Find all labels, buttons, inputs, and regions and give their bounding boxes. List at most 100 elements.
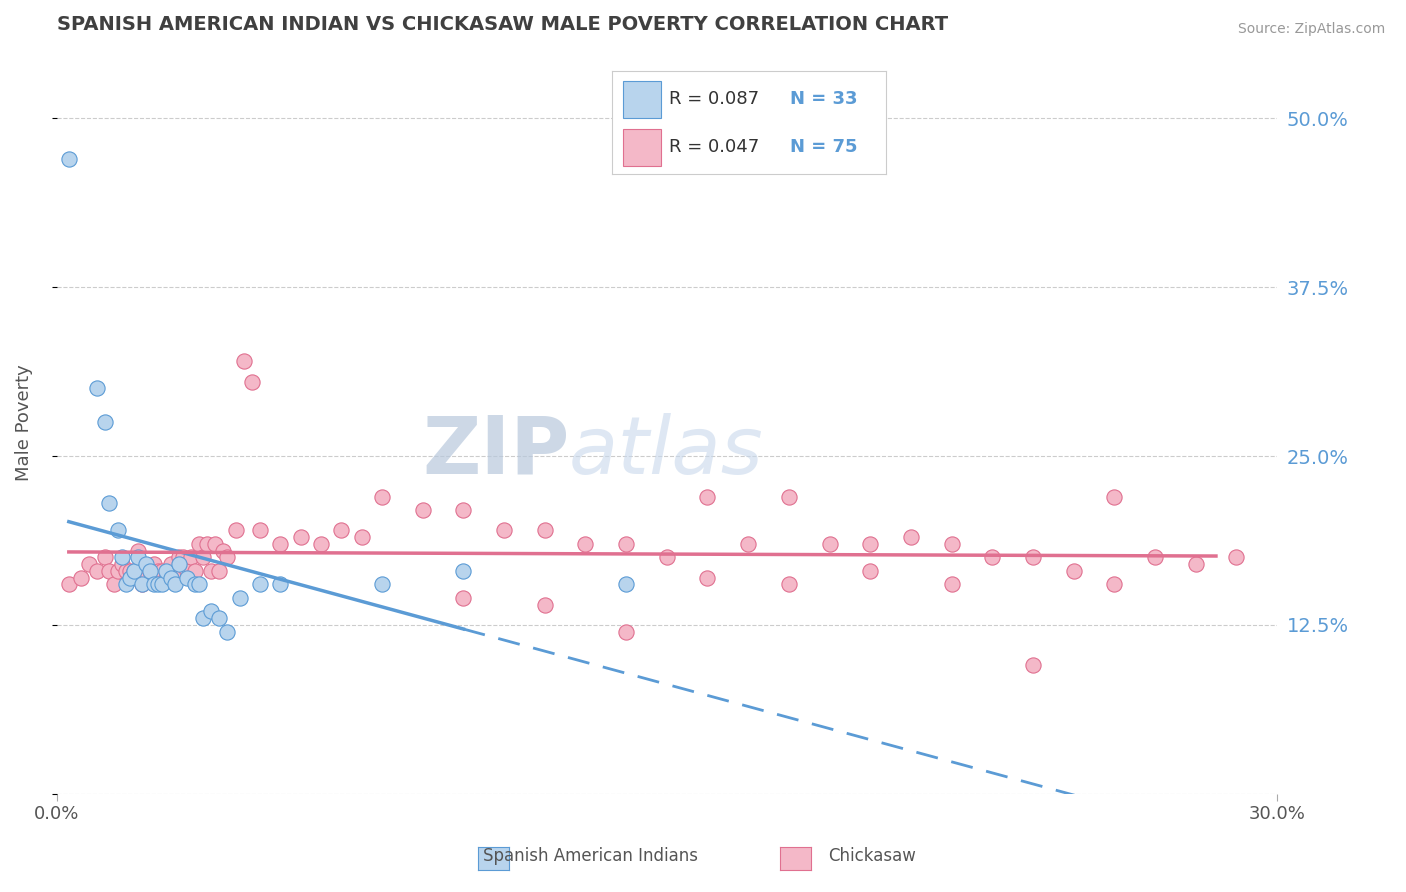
Point: [184, 564, 207, 578]
Point: [139, 564, 162, 578]
Text: ZIP: ZIP: [422, 413, 569, 491]
Point: [148, 577, 170, 591]
Text: N = 33: N = 33: [790, 90, 858, 108]
Point: [172, 550, 194, 565]
Point: [1022, 550, 1045, 565]
Point: [159, 571, 181, 585]
Point: [941, 577, 963, 591]
Point: [143, 557, 166, 571]
Point: [98, 564, 121, 578]
Point: [614, 624, 637, 639]
Point: [1022, 658, 1045, 673]
Bar: [623, 128, 661, 166]
Text: Source: ZipAtlas.com: Source: ZipAtlas.com: [1237, 22, 1385, 37]
Point: [981, 550, 1004, 565]
Point: [111, 557, 134, 571]
Point: [167, 557, 190, 571]
Point: [859, 537, 882, 551]
Point: [70, 571, 93, 585]
Point: [131, 577, 153, 591]
Point: [1184, 557, 1206, 571]
Point: [269, 537, 291, 551]
Point: [98, 496, 121, 510]
Point: [1104, 577, 1126, 591]
Point: [1104, 490, 1126, 504]
Point: [150, 577, 173, 591]
Point: [1143, 550, 1166, 565]
Point: [188, 537, 211, 551]
Text: R = 0.087: R = 0.087: [669, 90, 759, 108]
Point: [155, 571, 177, 585]
Point: [188, 577, 211, 591]
Point: [184, 577, 207, 591]
Point: [111, 550, 134, 565]
Point: [195, 537, 218, 551]
Point: [249, 577, 271, 591]
Point: [127, 550, 149, 565]
Point: [180, 550, 202, 565]
Point: [176, 564, 198, 578]
Point: [240, 375, 263, 389]
Point: [778, 490, 800, 504]
Point: [77, 557, 100, 571]
Point: [208, 611, 231, 625]
Point: [107, 524, 129, 538]
Text: Spanish American Indians: Spanish American Indians: [484, 847, 697, 865]
Point: [200, 564, 222, 578]
Point: [453, 503, 475, 517]
Text: N = 75: N = 75: [790, 138, 858, 156]
Point: [1225, 550, 1247, 565]
Point: [94, 415, 117, 429]
Point: [655, 550, 678, 565]
Bar: [623, 80, 661, 118]
Point: [139, 564, 162, 578]
Point: [135, 564, 157, 578]
Point: [494, 524, 516, 538]
Text: atlas: atlas: [569, 413, 763, 491]
Y-axis label: Male Poverty: Male Poverty: [15, 364, 32, 481]
Point: [330, 524, 353, 538]
Text: R = 0.047: R = 0.047: [669, 138, 759, 156]
Point: [148, 564, 170, 578]
Point: [350, 530, 373, 544]
Point: [159, 557, 181, 571]
Point: [58, 152, 80, 166]
Point: [191, 611, 214, 625]
Point: [127, 543, 149, 558]
Point: [86, 564, 108, 578]
Point: [900, 530, 922, 544]
Point: [269, 577, 291, 591]
Point: [290, 530, 312, 544]
Point: [143, 577, 166, 591]
Point: [217, 550, 239, 565]
Point: [309, 537, 332, 551]
Point: [614, 577, 637, 591]
Point: [778, 577, 800, 591]
Point: [614, 537, 637, 551]
Point: [86, 382, 108, 396]
Point: [859, 564, 882, 578]
Point: [533, 524, 555, 538]
Point: [118, 564, 141, 578]
Point: [696, 490, 718, 504]
Point: [58, 577, 80, 591]
Point: [103, 577, 125, 591]
Point: [163, 571, 186, 585]
Point: [107, 564, 129, 578]
Point: [737, 537, 759, 551]
Point: [208, 564, 231, 578]
Point: [135, 557, 157, 571]
Point: [150, 564, 173, 578]
Point: [118, 571, 141, 585]
Point: [1063, 564, 1085, 578]
Point: [574, 537, 596, 551]
Point: [412, 503, 434, 517]
Point: [191, 550, 214, 565]
Point: [167, 550, 190, 565]
Point: [122, 564, 145, 578]
Point: [176, 571, 198, 585]
Point: [131, 577, 153, 591]
Point: [200, 604, 222, 618]
Point: [228, 591, 250, 605]
Point: [155, 564, 177, 578]
